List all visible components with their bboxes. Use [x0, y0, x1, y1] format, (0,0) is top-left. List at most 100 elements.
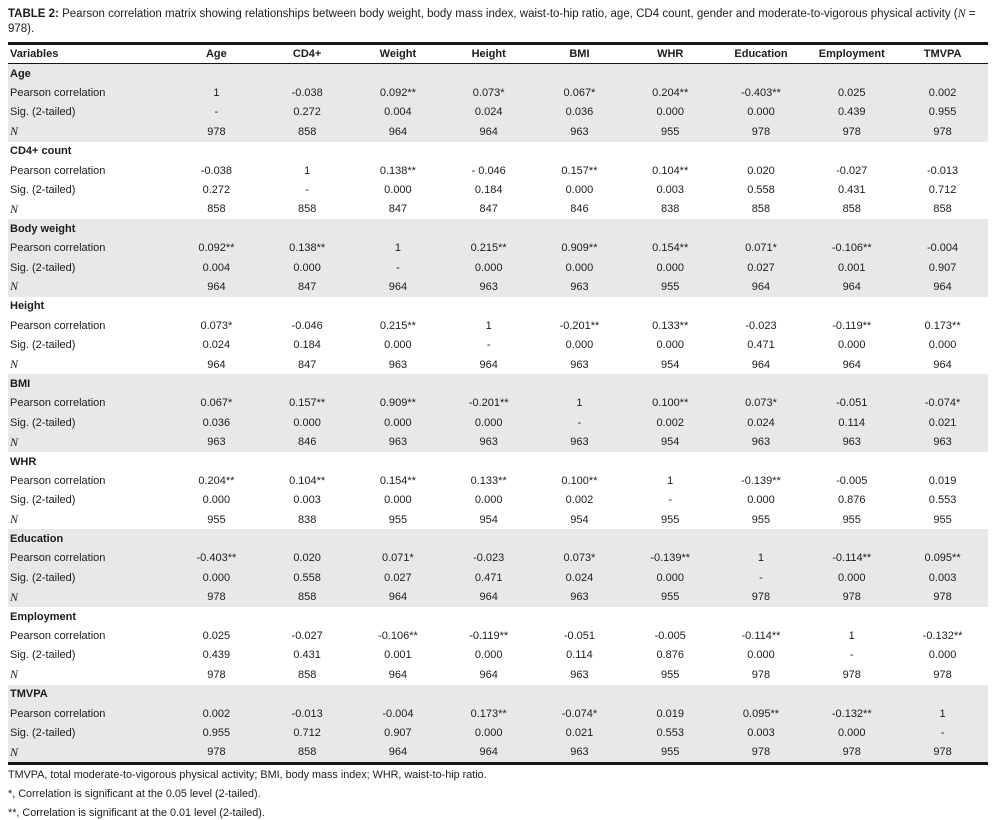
cell-whr-whr: -	[668, 494, 673, 507]
row-label-n: N	[8, 277, 171, 297]
cell-age-height: 0.073*	[443, 83, 535, 103]
cell-age-cd4: -0.038	[261, 83, 353, 103]
col-header-height: Height	[443, 43, 535, 64]
cell-bmi-weight: 0.000	[352, 413, 444, 433]
row-label-pearson-correlation: Pearson correlation	[10, 630, 106, 643]
cell-age-tmvpa: 978	[897, 122, 988, 142]
cell-cd4-count-bmi: 846	[570, 203, 589, 216]
table-body: Age Pearson correlation 1 -0.038 0.092** 0.07…	[8, 63, 988, 764]
cell-bmi-whr: 0.100**	[624, 393, 716, 414]
cell-height-height: 964	[479, 358, 498, 371]
cell-age-whr: 0.000	[624, 102, 716, 123]
cell-body-weight-age: 0.004	[171, 257, 262, 278]
cell-whr-tmvpa: 0.553	[928, 494, 957, 507]
row-label-sig-2-tailed: Sig. (2-tailed)	[8, 257, 171, 278]
cell-cd4-count-height: - 0.046	[471, 164, 506, 177]
correlation-matrix-table: Variables Age CD4+ Weight Height BMI WHR…	[8, 42, 988, 766]
cell-body-weight-whr: 0.000	[624, 257, 716, 278]
row-cd4-count-sig-2-tailed: Sig. (2-tailed) 0.272 - 0.000 0.184 0.000 0.00…	[8, 180, 988, 199]
row-whr-n: N 955 838 955 954 954 955 955 955 955	[8, 510, 988, 529]
cell-age-education: 978	[715, 122, 807, 142]
cell-bmi-cd4: 0.157**	[261, 393, 353, 414]
row-label-sig-2-tailed: Sig. (2-tailed)	[8, 413, 171, 433]
row-label-n: N	[8, 742, 171, 764]
cell-education-tmvpa: 0.095**	[897, 548, 988, 569]
cell-body-weight-height: 963	[443, 277, 535, 297]
col-header-bmi: BMI	[534, 43, 625, 64]
cell-whr-height: 0.000	[474, 494, 503, 507]
col-header-variables: Variables	[8, 43, 171, 64]
cell-bmi-age: 0.067*	[171, 393, 262, 414]
group-label-height: Height	[10, 300, 45, 313]
cell-cd4-count-height: 0.184	[474, 184, 503, 197]
row-employment-n: N 978 858 964 964 963 955 978 978 978	[8, 665, 988, 684]
cell-bmi-employment: 963	[806, 432, 898, 452]
cell-tmvpa-cd4: 0.712	[261, 723, 353, 743]
cell-whr-bmi: 954	[570, 513, 589, 526]
cell-height-age: 964	[207, 358, 226, 371]
cell-height-age: 0.024	[202, 339, 231, 352]
group-label-whr: WHR	[10, 455, 37, 468]
group-label-age: Age	[8, 63, 988, 84]
cell-height-tmvpa: 964	[933, 358, 952, 371]
cell-education-education: -	[715, 568, 807, 588]
cell-education-weight: 0.071*	[352, 548, 444, 569]
cell-bmi-bmi: 963	[534, 432, 625, 452]
cell-education-weight: 964	[352, 587, 444, 607]
cell-cd4-count-weight: 0.138**	[379, 164, 416, 177]
row-label-n: N	[10, 512, 19, 527]
cell-employment-education: 0.000	[747, 649, 775, 662]
cell-bmi-education: 0.024	[715, 413, 807, 433]
cell-whr-whr: 955	[661, 513, 680, 526]
cell-age-height: 0.024	[443, 102, 535, 123]
cell-bmi-tmvpa: 0.021	[897, 413, 988, 433]
cell-age-employment: 0.025	[806, 83, 898, 103]
col-header-cd4: CD4+	[261, 43, 353, 64]
row-label-sig-2-tailed: Sig. (2-tailed)	[8, 568, 171, 588]
row-tmvpa-n: N 978 858 964 964 963 955 978 978 978	[8, 742, 988, 764]
cell-cd4-count-employment: -0.027	[836, 164, 868, 177]
cell-cd4-count-education: 0.020	[747, 164, 775, 177]
group-header-row-whr: WHR	[8, 452, 988, 471]
cell-tmvpa-bmi: -0.074*	[534, 703, 625, 724]
col-header-education: Education	[715, 43, 807, 64]
row-cd4-count-n: N 858 858 847 847 846 838 858 858 858	[8, 200, 988, 219]
cell-education-whr: 0.000	[624, 568, 716, 588]
cell-cd4-count-bmi: 0.157**	[561, 164, 598, 177]
cell-cd4-count-tmvpa: 0.712	[928, 184, 957, 197]
cell-cd4-count-height: 847	[479, 203, 498, 216]
cell-tmvpa-weight: 964	[352, 742, 444, 764]
cell-cd4-count-whr: 0.104**	[652, 164, 689, 177]
cell-tmvpa-whr: 955	[624, 742, 716, 764]
cell-body-weight-whr: 0.154**	[624, 238, 716, 258]
row-label-pearson-correlation: Pearson correlation	[8, 548, 171, 569]
cell-education-bmi: 963	[534, 587, 625, 607]
cell-employment-whr: -0.005	[654, 630, 686, 643]
cell-body-weight-tmvpa: 964	[897, 277, 988, 297]
cell-whr-weight: 955	[388, 513, 408, 526]
row-label-sig-2-tailed: Sig. (2-tailed)	[8, 102, 171, 123]
cell-cd4-count-whr: 0.003	[656, 184, 684, 197]
row-body-weight-sig-2-tailed: Sig. (2-tailed) 0.004 0.000-0.000 0.000 0.00…	[8, 257, 988, 278]
row-education-n: N 978 858 964 964 963 955 978 978 978	[8, 587, 988, 607]
cell-bmi-bmi: 1	[534, 393, 625, 414]
cell-whr-height: 0.133**	[470, 474, 507, 487]
cell-bmi-tmvpa: 963	[897, 432, 988, 452]
cell-body-weight-age: 0.092**	[171, 238, 262, 258]
row-age-sig-2-tailed: Sig. (2-tailed) -0.272 0.004 0.024 0.036 0.00…	[8, 102, 988, 123]
cell-cd4-count-education: 0.558	[747, 184, 775, 197]
row-whr-pearson-correlation: Pearson correlation 0.204** 0.104** 0.154**…	[8, 471, 988, 490]
cell-body-weight-employment: 0.001	[806, 257, 898, 278]
cell-body-weight-employment: -0.106**	[806, 238, 898, 258]
row-cd4-count-pearson-correlation: Pearson correlation -0.038 1 0.138** - 0.046…	[8, 161, 988, 180]
cell-whr-bmi: 0.002	[565, 494, 594, 507]
cell-tmvpa-education: 978	[715, 742, 807, 764]
cell-whr-weight: 0.154**	[379, 474, 416, 487]
cell-tmvpa-employment: 978	[806, 742, 898, 764]
cell-tmvpa-education: 0.003	[715, 723, 807, 743]
row-tmvpa-sig-2-tailed: Sig. (2-tailed) 0.955 0.712 0.907 0.000 0.021…	[8, 723, 988, 743]
cell-height-height: 1	[485, 319, 492, 332]
cell-whr-age: 955	[207, 513, 226, 526]
cell-body-weight-tmvpa: -0.004	[897, 238, 988, 258]
cell-education-tmvpa: 978	[897, 587, 988, 607]
